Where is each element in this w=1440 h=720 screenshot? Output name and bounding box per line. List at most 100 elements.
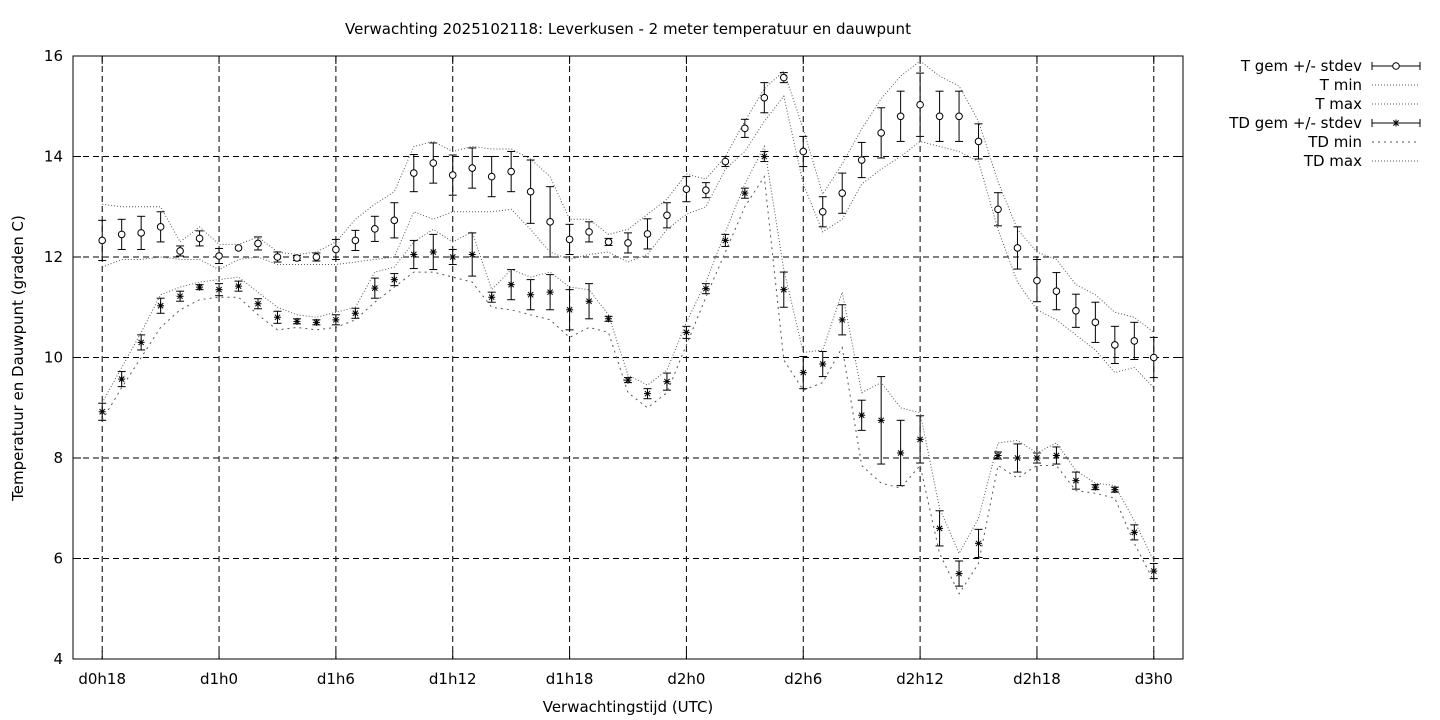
series-td-gem-stdev bbox=[98, 150, 1158, 587]
data-point bbox=[701, 283, 710, 295]
data-point bbox=[643, 218, 652, 250]
circle-marker bbox=[857, 156, 866, 164]
data-point bbox=[955, 90, 964, 142]
star-marker bbox=[819, 360, 827, 368]
data-point bbox=[604, 237, 613, 246]
data-point bbox=[390, 273, 399, 287]
data-point bbox=[604, 315, 613, 323]
data-point bbox=[448, 154, 457, 196]
data-point bbox=[526, 279, 535, 311]
star-marker bbox=[351, 309, 359, 317]
data-point bbox=[818, 350, 827, 378]
circle-marker bbox=[604, 238, 613, 246]
circle-marker bbox=[176, 247, 184, 255]
star-marker bbox=[1130, 528, 1138, 536]
data-point bbox=[974, 123, 983, 160]
series-line bbox=[102, 95, 1155, 388]
circle-marker bbox=[487, 172, 496, 181]
data-point bbox=[974, 528, 983, 558]
data-point bbox=[429, 142, 438, 184]
circle-marker bbox=[974, 137, 983, 146]
series-t-max bbox=[102, 60, 1155, 333]
star-marker bbox=[1150, 567, 1158, 575]
circle-marker bbox=[565, 235, 574, 244]
legend-item: TD gem +/- stdev bbox=[1228, 114, 1421, 132]
data-point bbox=[215, 247, 224, 265]
data-point bbox=[370, 277, 379, 299]
data-point bbox=[1013, 443, 1022, 473]
star-marker bbox=[566, 306, 574, 314]
data-point bbox=[312, 318, 321, 326]
data-point bbox=[643, 388, 652, 400]
y-tick-label: 16 bbox=[44, 47, 63, 65]
data-point bbox=[740, 118, 749, 138]
y-tick-label: 10 bbox=[44, 349, 63, 367]
star-marker bbox=[449, 253, 457, 261]
star-marker bbox=[468, 250, 476, 258]
circle-marker bbox=[818, 207, 827, 216]
circle-marker bbox=[371, 225, 379, 233]
circle-marker bbox=[1111, 341, 1119, 349]
circle-marker bbox=[351, 236, 360, 245]
star-marker bbox=[1033, 454, 1041, 462]
star-marker bbox=[955, 570, 963, 578]
x-tick-label: d0h18 bbox=[78, 670, 126, 688]
data-point bbox=[1091, 301, 1100, 343]
circle-marker bbox=[312, 253, 321, 261]
circle-marker bbox=[955, 112, 963, 121]
circle-marker bbox=[916, 100, 924, 109]
data-point bbox=[176, 290, 185, 302]
data-point bbox=[896, 90, 905, 142]
star-marker bbox=[741, 189, 749, 197]
data-point bbox=[818, 196, 827, 228]
data-point bbox=[662, 372, 671, 391]
series-line bbox=[101, 144, 1155, 562]
star-marker bbox=[196, 283, 204, 291]
data-point bbox=[487, 156, 496, 198]
y-tick-label: 8 bbox=[53, 449, 63, 467]
star-marker bbox=[235, 282, 243, 290]
data-point bbox=[507, 150, 516, 193]
data-point bbox=[273, 251, 282, 263]
data-point bbox=[1032, 259, 1041, 303]
circle-marker bbox=[507, 167, 515, 176]
data-point bbox=[994, 451, 1002, 460]
circle-marker bbox=[468, 164, 477, 172]
circle-marker bbox=[526, 187, 535, 196]
data-point bbox=[624, 232, 632, 254]
data-point bbox=[234, 280, 243, 292]
star-marker bbox=[118, 375, 126, 383]
circle-marker bbox=[448, 171, 457, 179]
circle-marker bbox=[254, 239, 262, 248]
circle-marker bbox=[838, 189, 847, 197]
data-point bbox=[137, 215, 146, 250]
y-tick-label: 4 bbox=[53, 650, 63, 668]
data-point bbox=[98, 402, 107, 421]
circle-marker bbox=[98, 236, 107, 245]
circle-marker bbox=[293, 254, 301, 262]
legend-item: T min bbox=[1319, 76, 1420, 94]
circle-marker bbox=[137, 229, 145, 237]
data-point bbox=[292, 317, 301, 325]
data-point bbox=[546, 186, 555, 258]
star-marker bbox=[1072, 477, 1080, 485]
circle-marker bbox=[702, 186, 710, 194]
star-marker bbox=[157, 302, 165, 310]
circle-marker bbox=[643, 230, 652, 238]
data-point bbox=[1032, 452, 1041, 464]
circle-marker bbox=[585, 228, 593, 236]
data-point bbox=[701, 182, 710, 199]
data-point bbox=[468, 232, 477, 277]
x-tick-label: d1h12 bbox=[429, 670, 477, 688]
data-point bbox=[585, 283, 594, 320]
x-tick-label: d2h6 bbox=[784, 670, 822, 688]
data-point bbox=[682, 176, 691, 203]
legend-item: TD min bbox=[1307, 133, 1420, 151]
data-point bbox=[1071, 471, 1080, 490]
data-point bbox=[429, 233, 438, 271]
circle-marker bbox=[546, 218, 554, 226]
data-point bbox=[273, 310, 282, 324]
star-marker bbox=[760, 153, 768, 160]
circle-marker bbox=[1130, 337, 1139, 345]
data-point bbox=[448, 248, 457, 266]
